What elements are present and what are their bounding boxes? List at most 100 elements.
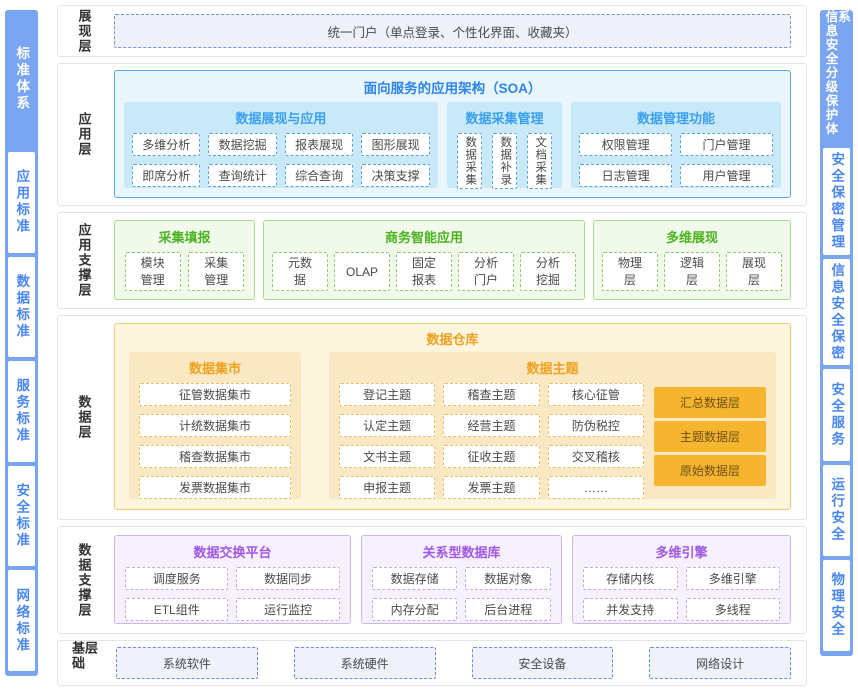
business-intelligence-section: 商务智能应用 元数据 OLAP 固定报表 分析门户 分析挖掘 [263,220,585,300]
module-box: 数据同步 [236,567,340,590]
module-label: 多线程 [714,603,751,617]
warehouse-title: 数据仓库 [426,332,479,347]
module-label: 数据挖掘 [218,138,267,152]
module-label: 固定报表 [411,256,436,287]
standards-sidebar: 标准体系 应用标准 数据标准 服务标准 安全标准 网络标准 [5,10,38,676]
data-marts-panel: 数据集市 征管数据集市 计统数据集市 稽查数据集市 发票数据集市 [129,352,301,499]
tier-box-summary: 汇总数据层 [654,387,766,418]
module-label: 即席分析 [142,169,191,183]
module-label: 日志管理 [601,169,650,183]
module-box: 采集管理 [188,252,245,291]
module-label: OLAP [345,264,378,279]
module-box: 内存分配 [371,598,458,621]
foundation-box-software: 系统软件 [116,647,258,679]
module-label: 征管数据集市 [178,388,251,402]
module-box: 交叉稽核 [547,445,645,468]
module-box: 门户管理 [680,133,773,156]
module-box: 运行监控 [236,598,340,621]
multidim-presentation-section: 多维展现 物理层 逻辑层 展现层 [593,220,791,300]
module-label: 数据采集 [464,136,477,186]
module-box: 展现层 [726,252,782,291]
module-label: …… [583,480,608,495]
standards-sidebar-header: 标准体系 [8,10,35,148]
module-label: 展现层 [741,256,766,287]
module-label: 权限管理 [601,138,650,152]
module-box: 综合查询 [284,164,354,187]
foundation-layer-row: 基础层 系统软件 系统硬件 安全设备 网络设计 [57,640,807,686]
module-box: 后台进程 [465,598,551,621]
module-box: 稽查数据集市 [139,445,291,468]
module-box: 征收主题 [443,445,540,468]
layer-label-text: 应用支撑层 [76,223,92,298]
module-label: 防伪税控 [571,419,620,433]
module-box: 分析门户 [458,252,514,291]
module-box: 核心征管 [547,383,645,406]
soa-container: 面向服务的应用架构（SOA） 数据展现与应用 多维分析 数据挖掘 报表展现 图形… [114,70,791,198]
layer-label-text: 展现层 [76,8,92,54]
module-box: 征管数据集市 [139,383,291,406]
module-label: 多维引擎 [708,572,757,586]
data-warehouse-container: 数据仓库 数据集市 征管数据集市 计统数据集市 稽查数据集市 发票数据集市 [114,323,791,510]
app-support-layer-row: 应用支撑层 采集填报 模块管理 采集管理 商务智能应用 元数据 OLAP 固定报… [57,212,807,309]
module-label: 登记主题 [363,388,412,402]
module-label: 分析挖掘 [535,256,560,287]
module-box: 经营主题 [443,414,540,437]
standards-sidebar-title: 标准体系 [14,46,30,112]
module-label: 数据存储 [390,572,439,586]
layer-label-text: 数据层 [76,395,92,440]
sidebar-item-data-standard: 数据标准 [8,256,35,358]
module-label: 图形展现 [371,138,420,152]
sidebar-item-label: 安全保密管理 [829,151,845,251]
module-label: 多维分析 [142,138,191,152]
sidebar-item-label: 应用标准 [14,169,30,236]
module-label: 安全设备 [518,656,567,671]
layer-label: 应用支撑层 [58,213,110,308]
data-tier-column: 汇总数据层 主题数据层 原始数据层 [654,383,766,490]
module-label: 分析门户 [473,256,498,287]
module-label: 系统硬件 [340,656,389,671]
soa-title: 面向服务的应用架构（SOA） [363,81,542,96]
module-box: 报表展现 [284,133,354,156]
section-title: 商务智能应用 [384,230,463,245]
module-label: 数据对象 [484,572,533,586]
module-label: 数据同步 [264,572,313,586]
sidebar-item-physical-security: 物理安全 [823,559,850,652]
sidebar-item-label: 网络标准 [14,587,30,654]
module-box: 即席分析 [132,164,201,187]
security-sidebar: 信息安全分级保护体系 安全保密管理 信息安全保密 安全服务 运行安全 物理安全 [820,10,853,656]
module-box: 图形展现 [361,133,430,156]
panel-title: 数据展现与应用 [235,111,327,126]
data-presentation-panel: 数据展现与应用 多维分析 数据挖掘 报表展现 图形展现 即席分析 查询统计 综合… [124,102,438,188]
module-box: ETL组件 [125,598,229,621]
module-label: 稽查主题 [467,388,516,402]
sidebar-item-label: 运行安全 [829,477,845,544]
module-box: 发票数据集市 [139,476,291,499]
module-label: 用户管理 [702,169,751,183]
layer-label-text: 应用层 [76,112,92,157]
section-title: 关系型数据库 [422,545,501,560]
module-label: 征收主题 [467,450,516,464]
module-box: OLAP [334,252,390,291]
collection-report-section: 采集填报 模块管理 采集管理 [114,220,255,300]
data-subjects-panel: 数据主题 登记主题 稽查主题 核心征管 认定主题 经营主题 防伪税控 文书主题 [329,352,776,499]
portal-text: 统一门户（单点登录、个性化界面、收藏夹） [327,25,578,40]
module-label: 决策支撑 [371,169,420,183]
module-box: 日志管理 [579,164,673,187]
module-label: 采集管理 [204,256,229,287]
module-box: 数据挖掘 [208,133,277,156]
module-label: 并发支持 [606,603,655,617]
module-box: 申报主题 [339,476,436,499]
module-box: 登记主题 [339,383,436,406]
module-box: 稽查主题 [443,383,540,406]
data-exchange-section: 数据交换平台 调度服务 数据同步 ETL组件 运行监控 [114,535,351,624]
foundation-box-security-device: 安全设备 [471,647,614,679]
presentation-layer-row: 展现层 统一门户（单点登录、个性化界面、收藏夹） [57,5,807,57]
module-box: 模块管理 [124,252,181,291]
module-label: 逻辑层 [679,256,704,287]
tier-box-raw: 原始数据层 [654,455,766,486]
sidebar-item-app-standard: 应用标准 [8,152,35,253]
data-management-panel: 数据管理功能 权限管理 门户管理 日志管理 用户管理 [571,102,781,188]
application-layer-row: 应用层 面向服务的应用架构（SOA） 数据展现与应用 多维分析 数据挖掘 报表展… [57,63,807,206]
module-label: 元数据 [287,256,312,287]
